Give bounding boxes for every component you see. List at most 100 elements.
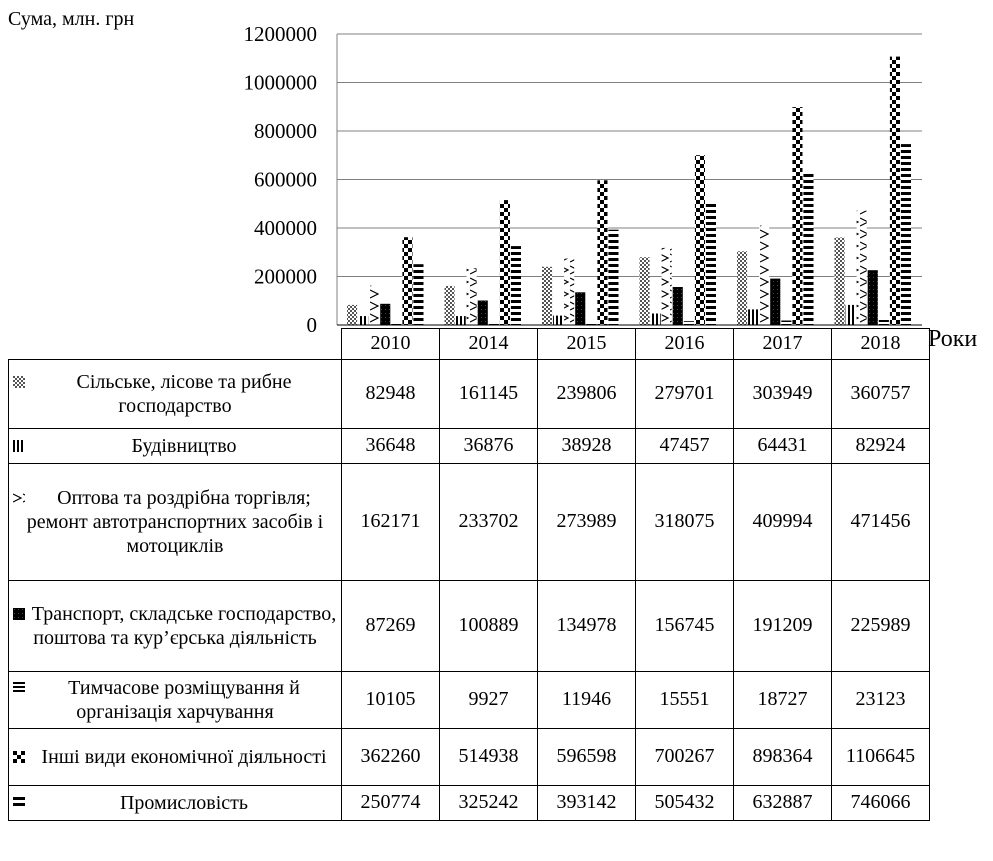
y-tick-label: 200000 <box>254 265 317 289</box>
bar <box>391 322 402 325</box>
series-name: Будівництво <box>131 434 237 457</box>
bar <box>900 144 911 325</box>
data-label: 898364 <box>733 727 832 786</box>
data-label: 514938 <box>439 727 538 786</box>
data-label: 746066 <box>831 784 930 821</box>
data-label: 64431 <box>733 427 832 464</box>
table-row: Сільське, лісове та рибне господарство 82… <box>8 358 930 429</box>
bar <box>661 247 672 325</box>
bar <box>792 107 803 325</box>
bar <box>781 320 792 325</box>
table-row: Тимчасове розміщування й організація хар… <box>8 670 930 729</box>
legend-entry: Сільське, лісове та рибне господарство <box>8 358 342 429</box>
x-axis-title: Роки <box>928 326 978 352</box>
bar <box>553 315 564 325</box>
bar <box>737 251 748 325</box>
bar <box>705 202 716 325</box>
data-label: 239806 <box>537 358 636 429</box>
bar <box>608 229 619 325</box>
bar <box>748 309 759 325</box>
data-label: 325242 <box>439 784 538 821</box>
data-label: 156745 <box>635 579 734 672</box>
bar <box>369 285 380 325</box>
data-label: 632887 <box>733 784 832 821</box>
legend-entry: Промисловість <box>8 784 342 821</box>
x-tick-label: 2016 <box>635 328 734 360</box>
data-label: 279701 <box>635 358 734 429</box>
bar <box>444 285 455 325</box>
bar <box>672 287 683 325</box>
table-row: Інші види економічної діяльності 362260 51… <box>8 727 930 786</box>
data-table: 2010 2014 2015 2016 2017 2018 Сільське, … <box>8 328 930 821</box>
y-tick-label: 800000 <box>254 119 317 143</box>
series-name: Транспорт, складське господарство, пошто… <box>31 602 337 649</box>
bar <box>694 155 705 325</box>
bars <box>347 56 911 325</box>
x-tick-label: 2015 <box>537 328 636 360</box>
bar <box>477 300 488 325</box>
data-label: 233702 <box>439 462 538 581</box>
data-label: 596598 <box>537 727 636 786</box>
table-row: Будівництво 36648 36876 38928 47457 64431 8292… <box>8 427 930 464</box>
series-name: Тимчасове розміщування й організація хар… <box>68 676 300 723</box>
data-label: 38928 <box>537 427 636 464</box>
data-label: 10105 <box>341 670 440 729</box>
legend-swatch <box>13 375 25 388</box>
table-header-row: 2010 2014 2015 2016 2017 2018 <box>8 328 930 360</box>
table-row: Промисловість 250774 325242 393142 505432 632… <box>8 784 930 821</box>
y-tick-label: 0 <box>307 313 318 337</box>
bar <box>455 316 466 325</box>
data-label: 87269 <box>341 579 440 672</box>
bar <box>358 316 369 325</box>
data-label: 36876 <box>439 427 538 464</box>
legend-swatch <box>13 796 25 809</box>
data-label: 250774 <box>341 784 440 821</box>
bar <box>564 258 575 325</box>
bar <box>856 210 867 325</box>
bar <box>683 321 694 325</box>
data-label: 393142 <box>537 784 636 821</box>
data-label: 100889 <box>439 579 538 672</box>
legend-swatch <box>13 681 25 694</box>
bar <box>867 270 878 325</box>
y-tick-label: 1200000 <box>244 22 318 46</box>
bar <box>834 237 845 325</box>
series-name: Оптова та роздрібна торгівля; ремонт авт… <box>26 486 324 557</box>
legend-swatch <box>13 607 25 620</box>
bar <box>402 237 413 325</box>
table-row: Транспорт, складське господарство, пошто… <box>8 579 930 672</box>
legend-swatch <box>13 439 25 452</box>
data-label: 36648 <box>341 427 440 464</box>
bar <box>845 304 856 325</box>
data-label: 47457 <box>635 427 734 464</box>
bar <box>542 266 553 325</box>
bar <box>347 304 358 325</box>
x-tick-label: 2017 <box>733 328 832 360</box>
bar <box>488 322 499 325</box>
bar <box>586 322 597 325</box>
legend-entry: Будівництво <box>8 427 342 464</box>
bar <box>639 257 650 325</box>
series-name: Сільське, лісове та рибне господарство <box>76 370 292 417</box>
bar <box>466 268 477 325</box>
y-tick-label: 1000000 <box>244 71 318 95</box>
legend-swatch <box>13 750 25 763</box>
bar <box>759 225 770 325</box>
data-label: 23123 <box>831 670 930 729</box>
x-tick-label: 2018 <box>831 328 930 360</box>
y-axis-ticks: 0 200000 400000 600000 800000 1000000 1200000 <box>244 22 318 337</box>
bar <box>575 292 586 325</box>
bar <box>650 313 661 325</box>
legend-entry: Оптова та роздрібна торгівля; ремонт авт… <box>8 462 342 581</box>
data-label: 225989 <box>831 579 930 672</box>
bar <box>878 319 889 325</box>
data-label: 303949 <box>733 358 832 429</box>
bar <box>803 171 814 325</box>
data-label: 505432 <box>635 784 734 821</box>
y-axis-title: Сума, млн. грн <box>8 8 135 30</box>
table-corner <box>8 328 342 360</box>
data-label: 82924 <box>831 427 930 464</box>
data-label: 318075 <box>635 462 734 581</box>
legend-entry: Тимчасове розміщування й організація хар… <box>8 670 342 729</box>
